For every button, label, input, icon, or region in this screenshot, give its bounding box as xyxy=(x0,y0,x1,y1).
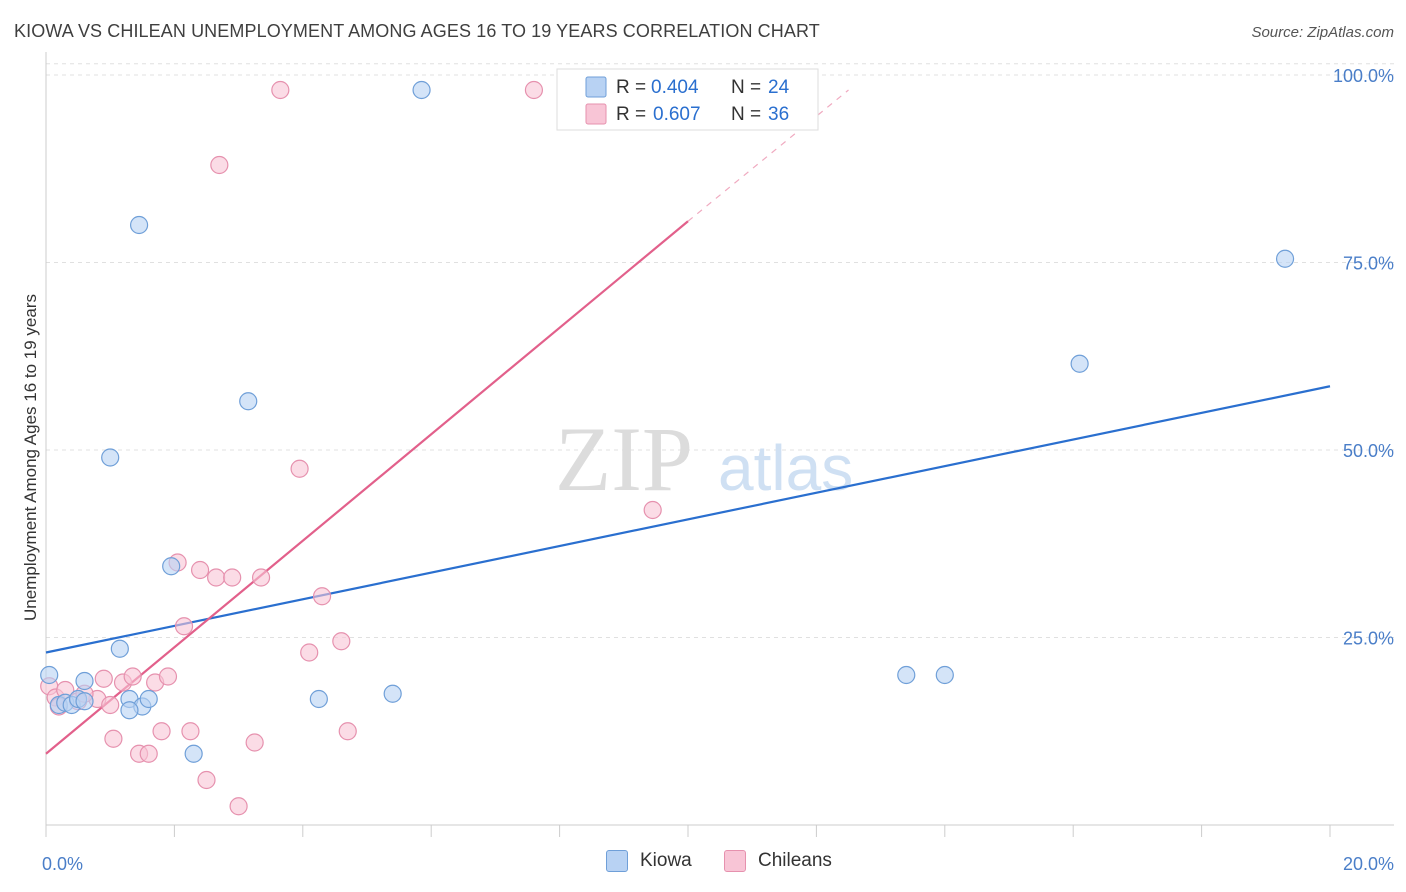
legend-chileans-label: Chileans xyxy=(758,850,832,871)
legend-kiowa-r-value: 0.404 xyxy=(651,77,699,98)
point-chileans-22 xyxy=(229,797,248,816)
legend-chileans-n-label: N = xyxy=(731,104,761,125)
point-kiowa-18 xyxy=(897,665,916,685)
point-chileans-5 xyxy=(94,669,113,688)
y-tick-label-0: 25.0% xyxy=(1343,629,1394,649)
point-chileans-17 xyxy=(190,560,210,580)
point-chileans-8 xyxy=(123,667,142,686)
legend-chileans-swatch-bottom xyxy=(724,850,746,872)
point-kiowa-17 xyxy=(412,80,431,100)
point-kiowa-11 xyxy=(139,689,158,709)
point-kiowa-13 xyxy=(184,744,203,763)
point-chileans-24 xyxy=(251,568,271,587)
point-chileans-29 xyxy=(332,632,351,651)
point-chileans-31 xyxy=(524,80,544,100)
legend-kiowa-label: Kiowa xyxy=(640,850,692,871)
legend-top: R = 0.404 N = 24 R = 0.607 N = 36 xyxy=(556,68,819,131)
y-tick-label-3: 100.0% xyxy=(1333,66,1394,86)
legend-item-kiowa[interactable]: Kiowa xyxy=(606,850,692,872)
point-chileans-33 xyxy=(101,695,120,715)
point-chileans-25 xyxy=(271,80,290,100)
legend-bottom: Kiowa Chileans xyxy=(0,850,1406,880)
legend-chileans-r-value: 0.607 xyxy=(653,104,701,125)
legend-item-chileans[interactable]: Chileans xyxy=(724,850,832,872)
point-kiowa-22 xyxy=(75,671,94,691)
point-chileans-19 xyxy=(207,568,226,587)
point-chileans-18 xyxy=(197,770,216,790)
point-chileans-16 xyxy=(181,722,200,741)
source-label: Source: ZipAtlas.com xyxy=(1251,24,1394,41)
y-axis-label: Unemployment Among Ages 16 to 19 years xyxy=(21,294,40,621)
y-tick-label-2: 75.0% xyxy=(1343,254,1394,274)
point-kiowa-5 xyxy=(75,692,94,711)
trend-line-kiowa xyxy=(45,385,1331,654)
trend-line-chileans xyxy=(45,220,689,755)
trend-layer xyxy=(45,89,1331,755)
point-chileans-21 xyxy=(223,568,242,587)
point-kiowa-19 xyxy=(935,665,954,685)
point-kiowa-20 xyxy=(1070,354,1089,373)
point-chileans-20 xyxy=(210,155,229,175)
point-kiowa-21 xyxy=(1275,249,1295,268)
x-tick-label-1: 20.0% xyxy=(1343,854,1394,874)
points-layer xyxy=(40,80,1295,816)
point-kiowa-15 xyxy=(309,689,328,709)
point-chileans-13 xyxy=(158,667,178,686)
chart-title: KIOWA VS CHILEAN UNEMPLOYMENT AMONG AGES… xyxy=(14,21,820,41)
legend-chileans-r-label: R = xyxy=(616,104,646,125)
point-chileans-27 xyxy=(300,643,319,662)
point-kiowa-9 xyxy=(129,215,149,235)
point-chileans-10 xyxy=(139,744,158,763)
point-chileans-12 xyxy=(152,722,171,741)
point-chileans-26 xyxy=(290,459,309,478)
point-kiowa-12 xyxy=(162,557,181,576)
legend-kiowa-swatch xyxy=(585,76,607,98)
legend-kiowa-n-value: 24 xyxy=(768,77,790,98)
watermark: ZIP atlas xyxy=(555,408,853,510)
legend-chileans-swatch xyxy=(585,103,607,125)
point-chileans-6 xyxy=(104,729,123,748)
watermark-atlas: atlas xyxy=(718,432,853,504)
point-kiowa-23 xyxy=(120,701,139,720)
legend-kiowa-r-label: R = xyxy=(616,77,646,98)
point-chileans-30 xyxy=(338,722,357,741)
legend-chileans-n-value: 36 xyxy=(768,104,789,125)
point-kiowa-0 xyxy=(40,665,59,685)
point-chileans-32 xyxy=(643,500,662,520)
point-kiowa-7 xyxy=(110,639,129,658)
point-chileans-15 xyxy=(174,617,194,636)
legend-kiowa-n-label: N = xyxy=(731,77,761,98)
point-chileans-28 xyxy=(312,587,332,606)
trend-extension-chileans xyxy=(687,89,849,222)
watermark-zip: ZIP xyxy=(555,408,693,510)
legend-kiowa-swatch-bottom xyxy=(606,850,628,872)
grid-layer xyxy=(46,63,1394,638)
x-tick-label-0: 0.0% xyxy=(42,854,83,874)
axis-layer: 25.0% 50.0% 75.0% 100.0% 0.0% 20.0% Unemployme… xyxy=(21,52,1394,874)
point-kiowa-16 xyxy=(383,684,402,703)
y-tick-label-1: 50.0% xyxy=(1343,441,1394,461)
point-chileans-23 xyxy=(245,733,264,752)
point-kiowa-6 xyxy=(101,448,120,467)
point-kiowa-14 xyxy=(239,392,258,411)
